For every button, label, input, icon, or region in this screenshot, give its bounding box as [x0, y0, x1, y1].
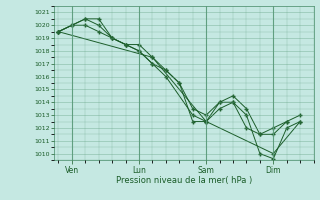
X-axis label: Pression niveau de la mer( hPa ): Pression niveau de la mer( hPa ): [116, 176, 252, 185]
